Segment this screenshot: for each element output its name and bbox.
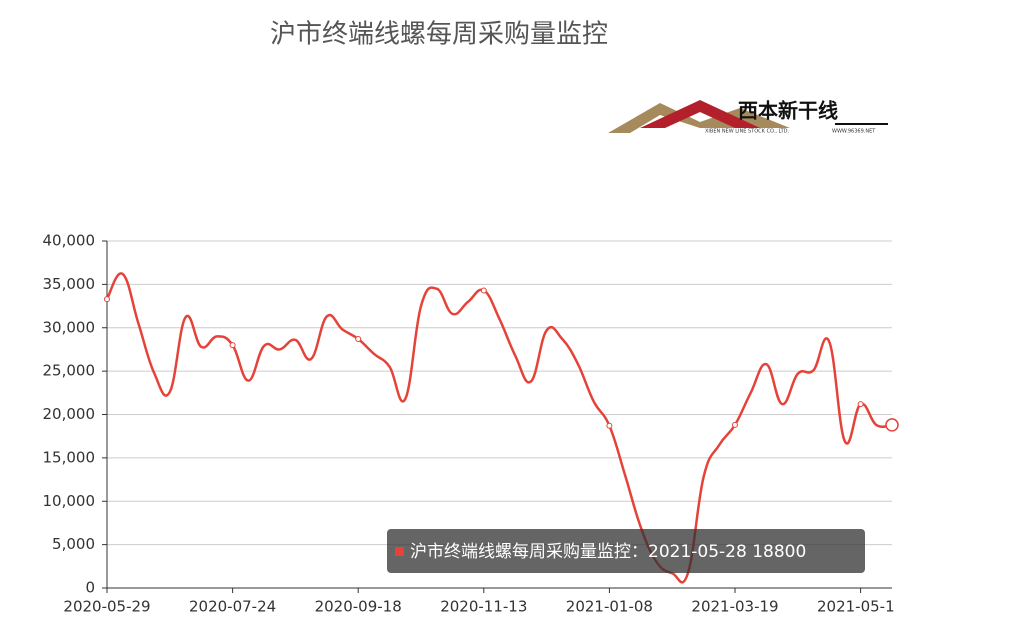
x-tick-label: 2021-03-19	[691, 598, 778, 616]
y-tick-label: 0	[85, 579, 95, 597]
point	[480, 287, 487, 294]
x-tick-label: 2020-07-24	[189, 598, 276, 616]
x-tick-label: 2020-09-18	[315, 598, 402, 616]
point	[606, 422, 613, 429]
point	[229, 342, 236, 349]
logo-shape	[640, 100, 760, 128]
chart-title: 沪市终端线螺每周采购量监控	[270, 20, 608, 50]
y-tick-label: 35,000	[43, 275, 96, 293]
logo-site: WWW.96369.NET	[832, 129, 876, 135]
y-tick-label: 30,000	[43, 318, 96, 336]
x-tick-label: 2020-05-29	[63, 598, 150, 616]
tooltip-box	[387, 529, 865, 573]
series-line	[105, 272, 893, 584]
point	[857, 401, 864, 408]
x-tick-label: 2021-05-14	[817, 598, 904, 616]
tooltip-swatch	[395, 547, 404, 556]
point	[104, 296, 110, 303]
x-labels: 2020-05-29 2020-07-24 2020-09-18 2020-11-13…	[63, 598, 904, 616]
y-tick-label: 25,000	[43, 362, 96, 380]
y-tick-label: 20,000	[43, 405, 96, 423]
point	[732, 421, 738, 428]
logo: 西本新干线 XIBEN NEW LINE STOCK CO., LTD. WWW…	[608, 99, 888, 135]
point-hover	[885, 418, 899, 432]
logo-company: XIBEN NEW LINE STOCK CO., LTD.	[705, 129, 790, 135]
y-tick-label: 5,000	[52, 535, 95, 553]
y-tick-label: 10,000	[43, 492, 96, 510]
logo-name: 西本新干线	[738, 99, 838, 123]
x-tick-label: 2020-11-13	[440, 598, 527, 616]
y-tick-label: 40,000	[43, 232, 96, 250]
point	[355, 336, 362, 343]
tooltip-text: 沪市终端线螺每周采购量监控：2021-05-28 18800	[410, 542, 806, 562]
x-tick-label: 2021-01-08	[566, 598, 653, 616]
y-tick-label: 15,000	[43, 448, 96, 466]
